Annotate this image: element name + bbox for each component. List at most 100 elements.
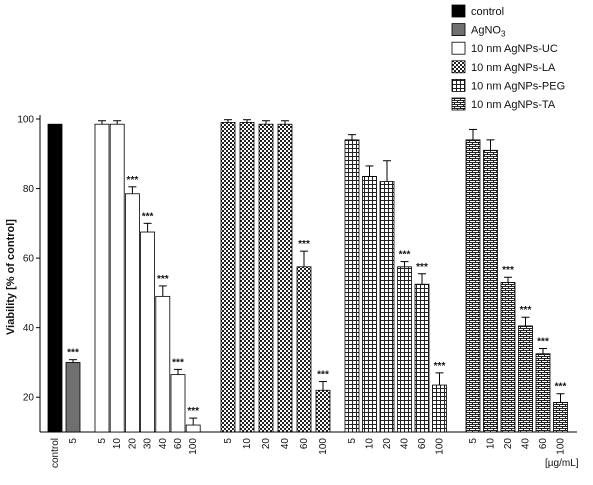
significance-label: *** (298, 239, 310, 250)
legend-item: control (451, 4, 504, 18)
bar (185, 424, 201, 433)
legend-label: control (471, 6, 504, 18)
x-tick-label: 100 (435, 438, 446, 455)
x-tick-label: 5 (468, 438, 479, 444)
bar (47, 123, 63, 433)
significance-label: *** (172, 357, 184, 368)
bar (518, 325, 533, 433)
x-tick-label: 5 (347, 438, 358, 444)
y-tick-label: 20 (23, 393, 35, 404)
x-tick-label: 20 (382, 438, 393, 450)
significance-label: *** (416, 262, 428, 273)
x-tick-label: control (50, 438, 61, 468)
legend-label: 10 nm AgNPs-UC (471, 43, 558, 55)
significance-label: *** (67, 348, 79, 359)
y-tick-label: 80 (23, 184, 35, 195)
series-2: *** *** *** *** *** (94, 120, 201, 433)
legend-item: 10 nm AgNPs-PEG (451, 79, 565, 92)
bar (65, 362, 81, 433)
bar (465, 139, 481, 433)
bar (109, 123, 125, 433)
x-tick-label: 100 (556, 438, 567, 455)
x-tick-label: 60 (173, 438, 184, 450)
significance-label: *** (317, 370, 329, 381)
x-tick-labels: control 5 5 10 20 30 40 60 100 5 10 20 40 60 100 5 10 20 4… (50, 438, 567, 468)
x-tick-label: 100 (188, 438, 199, 455)
y-axis-title: Viability [% of control] (5, 219, 17, 335)
x-tick-label: 40 (158, 438, 169, 450)
significance-label: *** (520, 305, 532, 316)
x-axis-unit: [µg/mL] (545, 458, 579, 469)
legend-label-subscript: 3 (501, 30, 506, 39)
x-tick-label: 20 (127, 438, 138, 450)
series-5: *** *** *** *** (465, 128, 568, 433)
bar (94, 123, 110, 433)
series-0 (47, 123, 63, 433)
bar (239, 122, 255, 433)
x-tick-label: 60 (299, 438, 310, 450)
bar (296, 266, 312, 433)
bar (155, 295, 171, 433)
legend-swatch (451, 79, 466, 92)
bar (315, 389, 331, 433)
significance-label: *** (127, 175, 139, 186)
x-tick-label: 100 (318, 438, 329, 455)
bar (500, 282, 516, 433)
legend-item: 10 nm AgNPs-TA (451, 97, 556, 111)
legend-item: 10 nm AgNPs-UC (451, 41, 558, 55)
significance-label: *** (555, 382, 567, 393)
x-tick-label: 10 (112, 438, 123, 450)
series-3: *** *** (220, 119, 331, 433)
legend-label: 10 nm AgNPs-LA (471, 62, 556, 74)
bar (483, 149, 498, 433)
legend-swatch (451, 60, 466, 74)
legend-item: AgNO3 (451, 23, 506, 39)
bar (553, 402, 568, 433)
legend-swatch (451, 4, 466, 18)
significance-label: *** (187, 406, 199, 417)
series-4: *** *** *** (344, 134, 447, 433)
series-1: *** (65, 348, 81, 433)
legend-item: 10 nm AgNPs-LA (451, 60, 556, 74)
x-tick-label: 5 (223, 438, 234, 444)
x-tick-label: 60 (417, 438, 428, 450)
legend-swatch (451, 97, 466, 111)
x-tick-label: 5 (68, 438, 79, 444)
significance-label: *** (502, 265, 514, 276)
x-tick-label: 10 (365, 438, 376, 450)
bar (140, 231, 156, 433)
legend-swatch (451, 41, 466, 55)
legend: control AgNO3 10 nm AgNPs-UC 10 nm AgNPs-LA… (451, 4, 565, 111)
y-tick-label: 100 (17, 115, 34, 126)
x-tick-label: 40 (280, 438, 291, 450)
bar (397, 266, 412, 433)
legend-label: 10 nm AgNPs-TA (471, 99, 556, 111)
significance-label: *** (399, 250, 411, 261)
bar (362, 175, 377, 433)
significance-label: *** (537, 337, 549, 348)
legend-label: AgNO3 (471, 25, 506, 39)
bar (125, 193, 140, 433)
bar (379, 181, 395, 433)
x-tick-label: 40 (521, 438, 532, 450)
bar (258, 123, 274, 433)
bars: ****************************************… (47, 119, 568, 433)
significance-label: *** (157, 274, 169, 285)
bar (344, 139, 360, 433)
x-tick-label: 5 (97, 438, 108, 444)
bar (414, 283, 430, 433)
x-tick-label: 30 (143, 438, 154, 450)
x-tick-label: 40 (400, 438, 411, 450)
x-tick-label: 20 (261, 438, 272, 450)
x-tick-label: 20 (503, 438, 514, 450)
bar (277, 123, 293, 433)
legend-label: 10 nm AgNPs-PEG (471, 80, 565, 92)
x-tick-label: 10 (242, 438, 253, 450)
significance-label: *** (142, 211, 154, 222)
legend-swatch (451, 23, 466, 37)
x-tick-label: 60 (538, 438, 549, 450)
bar (220, 122, 236, 433)
bar (432, 384, 447, 433)
y-tick-label: 60 (23, 254, 35, 265)
